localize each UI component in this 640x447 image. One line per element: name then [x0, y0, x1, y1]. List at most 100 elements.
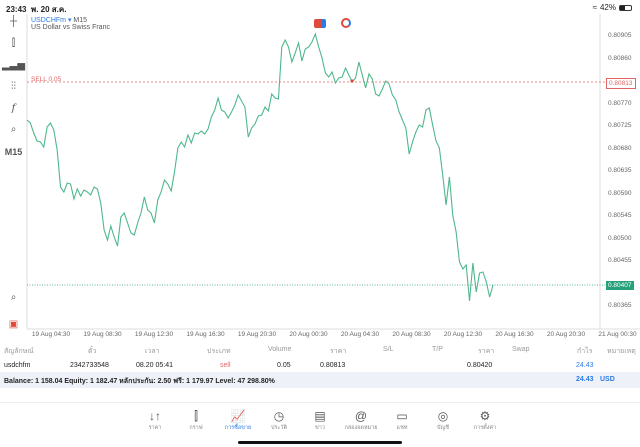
objects-icon[interactable]: ⌕: [10, 124, 17, 135]
symbol-description: US Dollar vs Swiss Franc: [31, 24, 110, 31]
nav-label: กราฟ: [189, 425, 203, 431]
trade-icon[interactable]: ▣: [8, 319, 19, 330]
price-chart[interactable]: 0.80905 0.80860 0.80770 0.80725 0.80680 0.806…: [0, 14, 640, 345]
nav-item-1[interactable]: ⫿ กราฟ: [173, 409, 219, 432]
nav-icon: ◷: [273, 409, 285, 423]
col-ticket: ตั๋ว: [88, 348, 97, 355]
price-tick: 0.80590: [608, 189, 632, 197]
col-swap: Swap: [512, 346, 530, 353]
nav-icon: ◎: [437, 409, 449, 423]
function-icon[interactable]: f: [11, 103, 16, 114]
battery-percent: 42%: [599, 3, 616, 12]
nav-item-4[interactable]: ▤ ข่าว: [297, 409, 343, 432]
time-tick: 19 Aug 20:30: [237, 331, 277, 338]
bottom-nav: ↓↑ ราคา ⫿ กราฟ 📈 การซื้อขาย ◷ ประวัติ ▤ ข่าว @ กล่อ…: [0, 402, 640, 447]
nav-label: กล่องจดหมาย: [344, 425, 378, 431]
chart-timeframe: M15: [73, 17, 88, 24]
price-tick: 0.80770: [608, 99, 632, 107]
nav-icon: ⫿: [194, 409, 198, 423]
nav-icon: 📈: [230, 409, 246, 423]
timeframe-button[interactable]: M15: [4, 147, 23, 157]
col-tp: T/P: [432, 346, 443, 353]
time-tick: 21 Aug 00:30: [598, 331, 637, 338]
nav-item-7[interactable]: ◎ บัญชี: [420, 409, 466, 432]
nav-item-8[interactable]: ⚙ การตั้งค่า: [462, 409, 508, 432]
nav-icon: ⚙: [479, 409, 491, 423]
nav-item-6[interactable]: ▭ แชท: [379, 409, 425, 432]
row-time: 08.20 05:41: [136, 362, 173, 369]
nav-icon: ▤: [314, 409, 326, 423]
nav-label: ราคา: [148, 425, 162, 431]
home-indicator: [238, 441, 402, 444]
battery-icon: [619, 4, 632, 11]
col-symbol: สัญลักษณ์: [4, 348, 34, 355]
col-type: ประเภท: [207, 348, 231, 355]
nav-label: บัญชี: [437, 425, 449, 431]
col-comment: หมายเหตุ: [607, 348, 636, 355]
time-tick: 20 Aug 08:30: [392, 331, 431, 338]
chart-search-icon[interactable]: ⌕: [10, 292, 17, 303]
col-profit: กำไร: [577, 348, 593, 355]
time-tick: 20 Aug 20:30: [546, 331, 586, 338]
crosshair-icon[interactable]: ┼: [9, 16, 18, 27]
col-time: เวลา: [145, 348, 160, 355]
row-ticket: 2342733548: [70, 362, 109, 369]
row-type: sell: [220, 362, 231, 369]
currency: USD: [600, 376, 615, 383]
price-tick: 0.80725: [608, 122, 632, 129]
total-profit: 24.43: [576, 376, 594, 383]
status-date: พ. 20 ส.ค.: [30, 5, 67, 14]
col-open-price: ราคา: [330, 348, 347, 355]
col-sl: S/L: [383, 346, 394, 353]
nav-label: ประวัติ: [270, 425, 288, 431]
time-tick: 20 Aug 12:30: [443, 331, 483, 338]
price-tick: 0.80860: [608, 54, 632, 62]
time-tick: 19 Aug 16:30: [186, 331, 225, 338]
time-tick: 20 Aug 04:30: [340, 331, 380, 338]
balance-bar: Balance: 1 158.04 Equity: 1 182.47 หลักป…: [0, 372, 640, 388]
nav-label: ข่าว: [315, 425, 325, 431]
row-price: 0.80420: [467, 362, 493, 369]
status-bar: 23:43 พ. 20 ส.ค. ≈ 42%: [0, 0, 640, 14]
nav-item-2[interactable]: 📈 การซื้อขาย: [215, 409, 261, 432]
refresh-icon[interactable]: [341, 18, 351, 28]
nav-icon: @: [354, 409, 368, 423]
nav-item-3[interactable]: ◷ ประวัติ: [256, 409, 302, 432]
price-tick: 0.80905: [608, 32, 632, 39]
balance-summary: Balance: 1 158.04 Equity: 1 182.47 หลักป…: [4, 378, 275, 385]
row-volume: 0.05: [277, 362, 291, 369]
sell-price-tag: 0.80813: [606, 77, 636, 89]
symbol-selector[interactable]: USDCHFm ▾ M15: [31, 17, 88, 24]
col-price: ราคา: [478, 348, 495, 355]
sell-line-label: SELL 0.05: [31, 76, 62, 83]
nav-icon: ↓↑: [149, 409, 161, 423]
one-click-trading-icon[interactable]: [314, 19, 326, 28]
price-tick: 0.80545: [608, 212, 632, 219]
row-symbol: usdchfm: [4, 362, 31, 369]
chart-canvas[interactable]: [0, 14, 640, 345]
price-tick: 0.80635: [608, 167, 632, 174]
row-open-price: 0.80813: [320, 362, 346, 369]
nav-item-5[interactable]: @ กล่องจดหมาย: [338, 409, 384, 432]
time-tick: 19 Aug 12:30: [134, 331, 174, 338]
row-profit: 24.43: [576, 362, 594, 369]
chart-toolbar: ┼ ⫿ ▂▃▅ ⫶⫶ f ⌕ M15 ⌕ ▣: [0, 14, 27, 335]
table-row[interactable]: usdchfm 2342733548 08.20 05:41 sell 0.05…: [0, 358, 640, 374]
status-time: 23:43: [6, 5, 27, 14]
nav-icon: ▭: [396, 409, 408, 423]
wifi-icon: ≈: [592, 3, 597, 12]
nav-label: การตั้งค่า: [473, 425, 497, 431]
candlestick-icon[interactable]: ⫿: [11, 38, 16, 49]
sell-entry-marker[interactable]: [350, 79, 354, 83]
settings-sliders-icon[interactable]: ⫶⫶: [11, 81, 16, 92]
price-tick: 0.80500: [608, 234, 632, 242]
nav-item-0[interactable]: ↓↑ ราคา: [132, 409, 178, 432]
col-volume: Volume: [268, 346, 292, 353]
indicators-icon[interactable]: ▂▃▅: [1, 60, 26, 71]
price-line-series: [26, 32, 494, 302]
price-tick: 0.80365: [608, 302, 632, 309]
symbol-name[interactable]: USDCHFm: [31, 17, 66, 24]
time-tick: 19 Aug 04:30: [31, 331, 71, 338]
current-price-tag: 0.80407: [606, 280, 634, 290]
time-tick: 19 Aug 08:30: [83, 331, 122, 338]
